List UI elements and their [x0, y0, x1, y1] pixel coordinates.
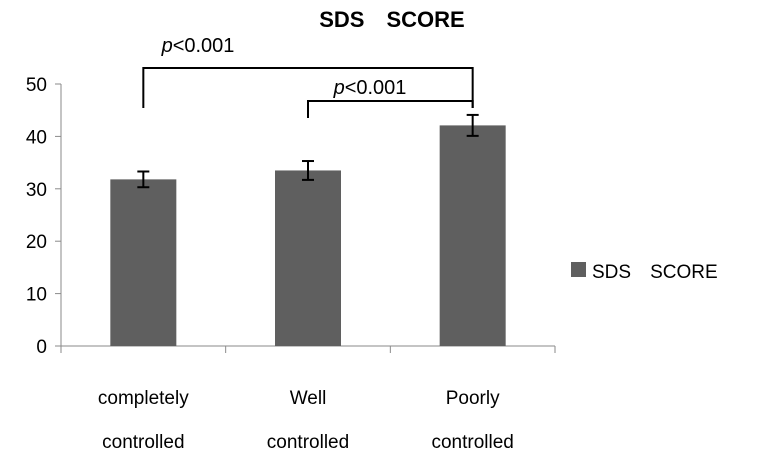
bar	[275, 170, 341, 346]
plot-area: 0 10 20 30 40 50 completely controlled Well contr…	[26, 35, 556, 453]
legend-swatch	[571, 262, 586, 277]
legend-label: SDS SCORE	[592, 262, 718, 283]
chart-title: SDS SCORE	[319, 7, 464, 32]
significance-label: p<0.001	[161, 35, 235, 57]
y-tick-label: 40	[26, 127, 47, 148]
x-category-label: controlled	[102, 432, 184, 453]
x-category-label: controlled	[431, 432, 513, 453]
y-tick-label: 0	[36, 337, 47, 358]
legend: SDS SCORE	[571, 262, 718, 283]
y-tick-label: 30	[26, 180, 47, 201]
significance-bracket	[142, 67, 474, 108]
y-tick-label: 10	[26, 285, 47, 306]
bar	[110, 179, 177, 346]
x-category-label: controlled	[267, 432, 349, 453]
x-category-label: Well	[290, 388, 327, 409]
significance-label: p<0.001	[333, 77, 407, 99]
y-tick-label: 50	[26, 75, 47, 96]
x-category-label: completely	[98, 388, 189, 409]
bar	[439, 125, 506, 346]
y-tick-label: 20	[26, 232, 47, 253]
significance-bracket	[307, 100, 474, 118]
x-category-label: Poorly	[446, 388, 500, 409]
